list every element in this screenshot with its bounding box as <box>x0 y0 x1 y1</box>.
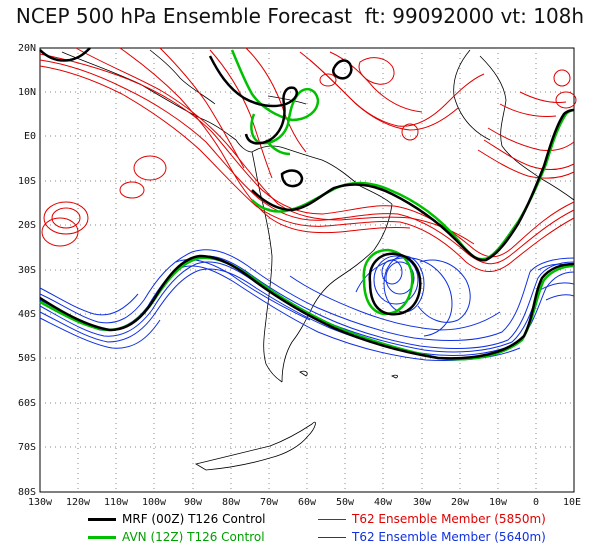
lat-label: 70S <box>18 442 36 453</box>
coastline-antarctica <box>194 421 316 471</box>
legend-ensemble-5850: T62 Ensemble Member (5850m) <box>318 512 546 526</box>
latitude-labels: 20N 10N E0 10S 20S 30S 40S 50S 60S 70S 8… <box>18 43 36 498</box>
legend-swatch-avn <box>88 536 116 539</box>
coastline-africa <box>479 55 575 201</box>
lat-label: 20N <box>18 43 36 54</box>
lon-label: 110w <box>104 497 129 508</box>
lat-label: 80S <box>18 487 36 498</box>
coastline-sa-east <box>281 203 393 383</box>
lat-label: E0 <box>24 131 36 142</box>
coastline-gulf <box>149 49 216 105</box>
lon-label: 40w <box>374 497 393 508</box>
lon-label: 120w <box>66 497 91 508</box>
lon-label: 80w <box>222 497 241 508</box>
coastline-falklands <box>299 370 308 377</box>
coastline-sa-north <box>251 145 393 205</box>
lon-label: 20w <box>451 497 470 508</box>
coastline-central-america <box>61 51 253 153</box>
lon-label: 30w <box>413 497 432 508</box>
mrf-control-contours <box>39 47 575 360</box>
legend-label: T62 Ensemble Member (5640m) <box>352 530 546 544</box>
legend-label: AVN (12Z) T126 Control <box>122 530 265 544</box>
lon-label: 50w <box>336 497 355 508</box>
lat-label: 30S <box>18 265 36 276</box>
lat-label: 10N <box>18 87 36 98</box>
lon-label: 10w <box>489 497 508 508</box>
ensemble-5850m-contours <box>39 47 577 272</box>
lon-label: 10E <box>563 497 581 508</box>
legend-swatch-ensemble-5640 <box>318 537 346 538</box>
lon-label: 100w <box>142 497 167 508</box>
coastline-caribbean <box>267 95 307 105</box>
lat-label: 60S <box>18 398 36 409</box>
lon-label: 130w <box>28 497 53 508</box>
longitude-labels: 130w 120w 110w 100w 90w 80w 70w 60w 50w … <box>28 497 581 508</box>
lat-label: 20S <box>18 220 36 231</box>
lat-label: 10S <box>18 176 36 187</box>
lon-label: 60w <box>298 497 317 508</box>
legend-avn: AVN (12Z) T126 Control <box>88 530 265 544</box>
legend-ensemble-5640: T62 Ensemble Member (5640m) <box>318 530 546 544</box>
lat-label: 50S <box>18 353 36 364</box>
lat-label: 40S <box>18 309 36 320</box>
legend-label: MRF (00Z) T126 Control <box>122 512 266 526</box>
coastline-south-georgia <box>391 374 399 379</box>
lon-label: 70w <box>260 497 279 508</box>
legend-mrf: MRF (00Z) T126 Control <box>88 512 266 526</box>
legend-label: T62 Ensemble Member (5850m) <box>352 512 546 526</box>
map-title: NCEP 500 hPa Ensemble Forecast ft: 99092… <box>15 4 585 28</box>
lon-label: 0 <box>533 497 539 508</box>
lon-label: 90w <box>184 497 203 508</box>
legend-swatch-mrf <box>88 518 116 521</box>
legend-swatch-ensemble-5850 <box>318 519 346 520</box>
